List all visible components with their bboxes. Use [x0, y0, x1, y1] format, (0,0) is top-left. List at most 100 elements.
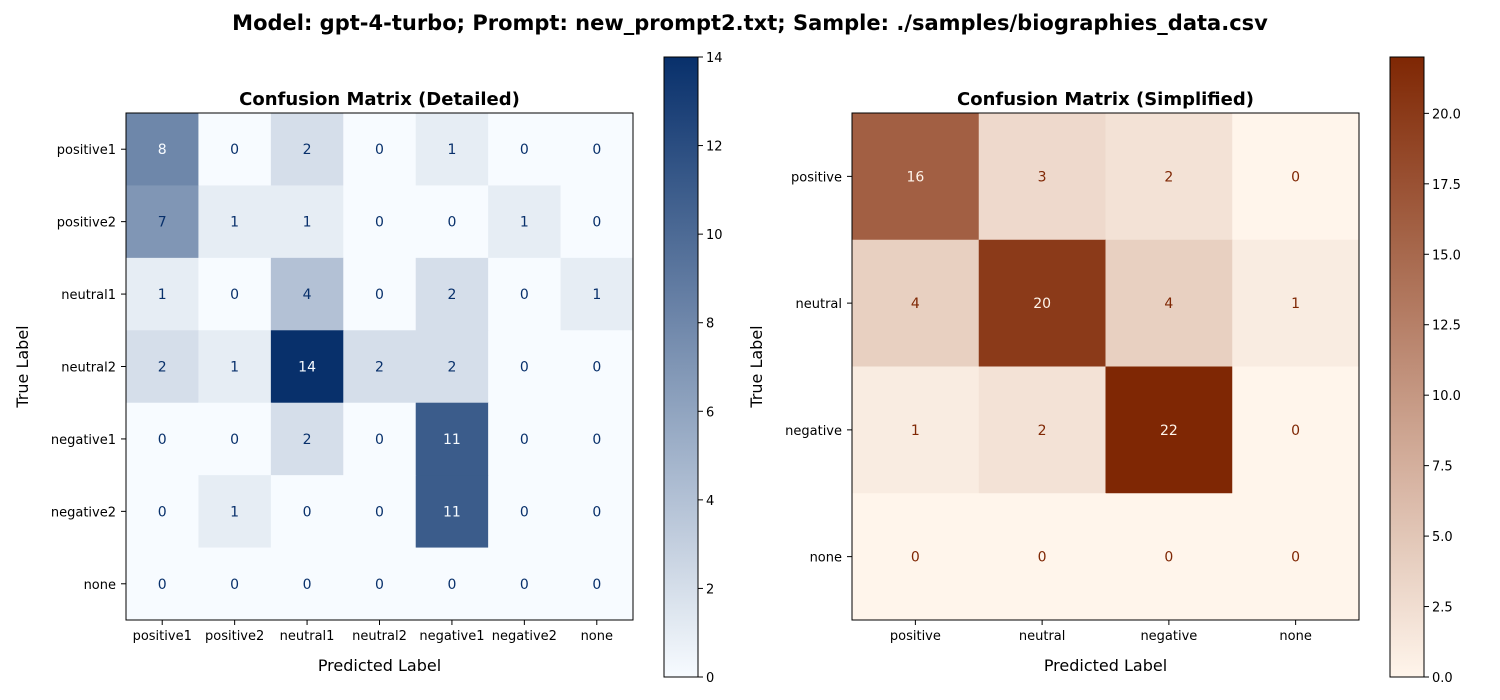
detailed-cell-r3-c3	[343, 330, 417, 404]
simplified-cell-r0-c2	[1105, 113, 1233, 241]
detailed-y-tick-label: negative1	[51, 433, 116, 448]
detailed-cell-r3-c6	[560, 330, 634, 404]
detailed-cell-label-r0-c1: 0	[230, 142, 239, 158]
detailed-cell-label-r4-c0: 0	[158, 432, 167, 448]
detailed-x-tick-label: positive1	[133, 629, 192, 644]
detailed-cell-label-r0-c2: 2	[303, 142, 312, 158]
simplified-cell-label-r3-c2: 0	[1164, 550, 1173, 566]
detailed-x-tick-label: neutral2	[352, 629, 407, 644]
detailed-cell-r1-c1	[198, 185, 272, 259]
detailed-cell-label-r0-c5: 0	[520, 142, 529, 158]
detailed-x-tick-label: negative2	[492, 629, 557, 644]
detailed-cell-label-r5-c3: 0	[375, 504, 384, 520]
detailed-cell-r2-c5	[488, 257, 562, 331]
detailed-cell-r0-c3	[343, 113, 417, 186]
detailed-cell-r2-c3	[343, 257, 417, 331]
simplified-cell-r2-c0	[852, 366, 980, 494]
simplified-cell-label-r1-c2: 4	[1164, 296, 1173, 312]
detailed-cell-label-r2-c3: 0	[375, 287, 384, 303]
detailed-cell-label-r6-c3: 0	[375, 577, 384, 593]
detailed-cell-r5-c3	[343, 475, 417, 549]
detailed-cell-r5-c0	[126, 475, 199, 549]
detailed-colorbar-tick-label: 8	[706, 317, 714, 332]
detailed-y-tick-label: none	[84, 578, 116, 593]
simplified-cell-label-r0-c1: 3	[1038, 169, 1047, 185]
detailed-cell-label-r6-c1: 0	[230, 577, 239, 593]
detailed-cell-label-r5-c1: 1	[230, 504, 239, 520]
detailed-cell-label-r2-c0: 1	[158, 287, 167, 303]
detailed-cell-label-r4-c6: 0	[592, 432, 601, 448]
detailed-cell-r3-c1	[198, 330, 272, 404]
detailed-cell-r0-c5	[488, 113, 562, 186]
detailed-colorbar-tick-label: 10	[706, 228, 723, 243]
detailed-colorbar-tick-label: 14	[706, 51, 723, 66]
detailed-cell-label-r3-c3: 2	[375, 360, 384, 376]
simplified-colorbar-tick-label: 20.0	[1432, 107, 1461, 122]
simplified-cell-r2-c2	[1105, 366, 1233, 494]
simplified-cell-r1-c1	[978, 239, 1106, 367]
simplified-cell-label-r1-c0: 4	[911, 296, 920, 312]
simplified-colorbar-tick-label: 7.5	[1432, 460, 1453, 475]
detailed-cell-label-r5-c6: 0	[592, 504, 601, 520]
simplified-cell-label-r2-c1: 2	[1038, 423, 1047, 439]
detailed-cell-label-r6-c2: 0	[303, 577, 312, 593]
detailed-colorbar-tick-label: 12	[706, 140, 723, 155]
detailed-cell-r5-c6	[560, 475, 634, 549]
detailed-x-axis-label: Predicted Label	[318, 656, 441, 675]
simplified-colorbar-tick-label: 2.5	[1432, 601, 1453, 616]
simplified-chart-title: Confusion Matrix (Simplified)	[957, 89, 1254, 110]
simplified-cell-label-r3-c3: 0	[1291, 550, 1300, 566]
simplified-colorbar-tick-label: 17.5	[1432, 178, 1461, 193]
detailed-cell-r0-c4	[415, 113, 489, 186]
simplified-x-tick-label: none	[1279, 629, 1311, 644]
detailed-cell-label-r5-c2: 0	[303, 504, 312, 520]
detailed-cell-r1-c3	[343, 185, 417, 259]
simplified-x-tick-label: neutral	[1019, 629, 1066, 644]
detailed-cell-r3-c4	[415, 330, 489, 404]
detailed-cell-r2-c0	[126, 257, 199, 331]
detailed-cell-label-r4-c2: 2	[303, 432, 312, 448]
simplified-cell-r2-c3	[1232, 366, 1360, 494]
detailed-cell-r2-c4	[415, 257, 489, 331]
detailed-cell-label-r4-c1: 0	[230, 432, 239, 448]
detailed-cell-label-r2-c6: 1	[592, 287, 601, 303]
detailed-cell-label-r0-c6: 0	[592, 142, 601, 158]
detailed-cell-label-r4-c5: 0	[520, 432, 529, 448]
detailed-cell-label-r5-c5: 0	[520, 504, 529, 520]
detailed-cell-label-r0-c4: 1	[447, 142, 456, 158]
detailed-cell-r1-c2	[270, 185, 344, 259]
detailed-cell-label-r3-c5: 0	[520, 360, 529, 376]
detailed-cell-r1-c6	[560, 185, 634, 259]
simplified-colorbar	[1389, 56, 1425, 678]
detailed-cell-r4-c3	[343, 402, 417, 476]
simplified-cell-r1-c0	[852, 239, 980, 367]
detailed-cell-label-r3-c4: 2	[447, 360, 456, 376]
simplified-cell-label-r0-c0: 16	[906, 169, 924, 185]
simplified-y-tick-label: neutral	[796, 297, 843, 312]
detailed-cell-r4-c1	[198, 402, 272, 476]
detailed-colorbar-tick-label: 4	[706, 494, 714, 509]
detailed-cell-label-r6-c4: 0	[447, 577, 456, 593]
detailed-cell-r6-c0	[126, 547, 199, 621]
simplified-cell-label-r1-c1: 20	[1033, 296, 1051, 312]
detailed-cell-label-r4-c4: 11	[443, 432, 461, 448]
detailed-cell-r5-c5	[488, 475, 562, 549]
detailed-cell-r6-c5	[488, 547, 562, 621]
detailed-x-tick-label: neutral1	[280, 629, 335, 644]
simplified-y-tick-label: positive	[791, 170, 842, 185]
simplified-cell-r1-c3	[1232, 239, 1360, 367]
detailed-cell-label-r5-c0: 0	[158, 504, 167, 520]
simplified-y-axis-label: True Label	[747, 325, 766, 408]
simplified-colorbar-tick-label: 10.0	[1432, 389, 1461, 404]
simplified-colorbar-tick-label: 0.0	[1432, 671, 1453, 686]
detailed-cell-r6-c3	[343, 547, 417, 621]
simplified-cell-r1-c2	[1105, 239, 1233, 367]
detailed-cell-r3-c0	[126, 330, 199, 404]
detailed-cell-label-r6-c6: 0	[592, 577, 601, 593]
detailed-cell-label-r0-c3: 0	[375, 142, 384, 158]
simplified-cell-r3-c0	[852, 493, 980, 621]
detailed-cell-r2-c2	[270, 257, 344, 331]
detailed-colorbar	[663, 56, 699, 678]
simplified-cell-r3-c1	[978, 493, 1106, 621]
